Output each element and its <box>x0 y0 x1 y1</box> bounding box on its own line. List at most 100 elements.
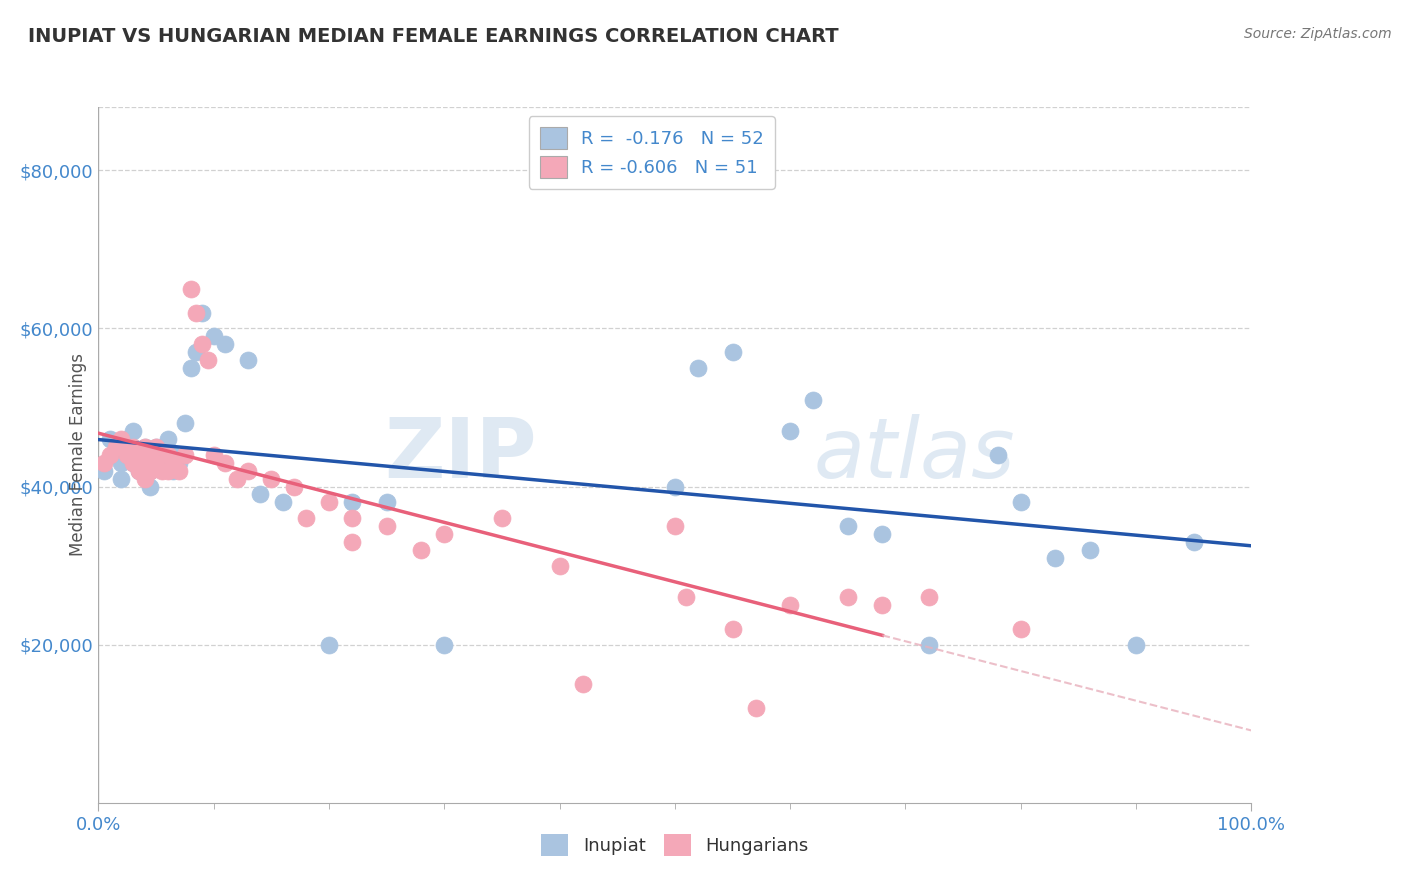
Point <box>1078 542 1101 557</box>
Point <box>104 448 127 462</box>
Point <box>1125 638 1147 652</box>
Text: Source: ZipAtlas.com: Source: ZipAtlas.com <box>1244 27 1392 41</box>
Point <box>197 353 219 368</box>
Point <box>180 282 202 296</box>
Point <box>174 448 197 462</box>
Point <box>145 440 167 454</box>
Point <box>917 638 939 652</box>
Point <box>134 456 156 470</box>
Point <box>433 527 456 541</box>
Point <box>491 511 513 525</box>
Point <box>104 440 127 454</box>
Point <box>375 519 398 533</box>
Point <box>411 542 433 557</box>
Point <box>167 456 190 470</box>
Point <box>271 495 294 509</box>
Point <box>214 456 236 470</box>
Point <box>1182 535 1205 549</box>
Point <box>134 456 156 470</box>
Point <box>156 464 179 478</box>
Point <box>318 638 340 652</box>
Point <box>664 519 686 533</box>
Point <box>837 591 859 605</box>
Point <box>1010 622 1032 636</box>
Point <box>139 448 162 462</box>
Point <box>122 456 145 470</box>
Point <box>174 417 197 431</box>
Point <box>375 495 398 509</box>
Point <box>162 464 184 478</box>
Point <box>548 558 571 573</box>
Point <box>122 440 145 454</box>
Y-axis label: Median Female Earnings: Median Female Earnings <box>69 353 87 557</box>
Point <box>156 448 179 462</box>
Point <box>128 464 150 478</box>
Point <box>180 361 202 376</box>
Point <box>156 448 179 462</box>
Point <box>202 448 225 462</box>
Point <box>139 464 162 478</box>
Point <box>139 479 162 493</box>
Point <box>128 464 150 478</box>
Point <box>340 535 363 549</box>
Point <box>721 622 744 636</box>
Point <box>98 432 121 446</box>
Point <box>837 519 859 533</box>
Point <box>801 392 824 407</box>
Text: ZIP: ZIP <box>384 415 537 495</box>
Point <box>202 329 225 343</box>
Point <box>214 337 236 351</box>
Point <box>779 598 801 612</box>
Point <box>686 361 709 376</box>
Point <box>340 511 363 525</box>
Point <box>238 464 260 478</box>
Point <box>134 440 156 454</box>
Point <box>318 495 340 509</box>
Point <box>122 456 145 470</box>
Point <box>128 448 150 462</box>
Legend: Inupiat, Hungarians: Inupiat, Hungarians <box>534 827 815 863</box>
Point <box>1010 495 1032 509</box>
Point <box>110 472 132 486</box>
Point <box>872 527 894 541</box>
Point <box>150 464 173 478</box>
Point <box>117 448 139 462</box>
Point <box>721 345 744 359</box>
Point <box>433 638 456 652</box>
Point <box>117 432 139 446</box>
Point <box>186 305 208 319</box>
Point <box>167 464 190 478</box>
Point <box>139 464 162 478</box>
Point <box>571 677 593 691</box>
Point <box>186 345 208 359</box>
Point <box>987 448 1010 462</box>
Point <box>150 456 173 470</box>
Point <box>260 472 283 486</box>
Point <box>744 701 766 715</box>
Point <box>117 448 139 462</box>
Point <box>98 448 121 462</box>
Text: atlas: atlas <box>813 415 1015 495</box>
Point <box>145 440 167 454</box>
Point <box>675 591 697 605</box>
Point <box>779 424 801 438</box>
Text: INUPIAT VS HUNGARIAN MEDIAN FEMALE EARNINGS CORRELATION CHART: INUPIAT VS HUNGARIAN MEDIAN FEMALE EARNI… <box>28 27 839 45</box>
Point <box>122 424 145 438</box>
Point <box>162 456 184 470</box>
Point <box>191 337 214 351</box>
Point <box>283 479 305 493</box>
Point <box>134 472 156 486</box>
Point <box>110 456 132 470</box>
Point <box>134 440 156 454</box>
Point <box>162 448 184 462</box>
Point <box>872 598 894 612</box>
Point <box>249 487 271 501</box>
Point <box>238 353 260 368</box>
Point <box>917 591 939 605</box>
Point <box>340 495 363 509</box>
Point <box>156 432 179 446</box>
Point <box>145 456 167 470</box>
Point <box>191 305 214 319</box>
Point <box>664 479 686 493</box>
Point <box>93 456 115 470</box>
